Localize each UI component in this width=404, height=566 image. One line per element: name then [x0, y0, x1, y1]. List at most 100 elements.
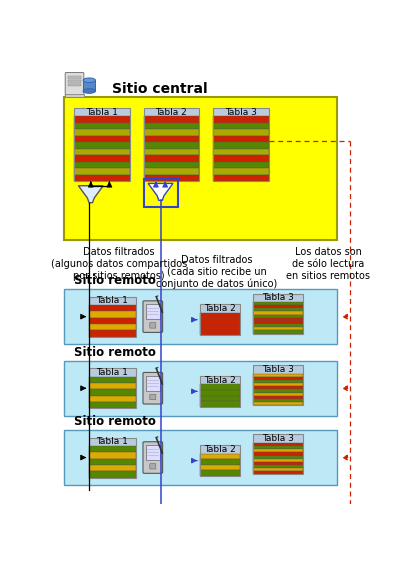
FancyBboxPatch shape	[89, 402, 136, 408]
FancyBboxPatch shape	[74, 130, 130, 136]
FancyBboxPatch shape	[213, 149, 269, 155]
FancyBboxPatch shape	[74, 117, 130, 123]
FancyBboxPatch shape	[74, 155, 130, 162]
Text: Los datos son
de sólo lectura
en sitios remotos: Los datos son de sólo lectura en sitios …	[286, 247, 370, 281]
Text: Tabla 2: Tabla 2	[204, 304, 236, 313]
FancyBboxPatch shape	[253, 393, 303, 396]
FancyBboxPatch shape	[143, 142, 199, 149]
FancyBboxPatch shape	[253, 365, 303, 374]
FancyBboxPatch shape	[253, 318, 303, 321]
FancyBboxPatch shape	[65, 94, 84, 97]
FancyBboxPatch shape	[200, 396, 240, 401]
FancyBboxPatch shape	[65, 289, 337, 344]
FancyBboxPatch shape	[253, 458, 303, 462]
FancyBboxPatch shape	[89, 383, 136, 389]
Text: Tabla 2: Tabla 2	[204, 445, 236, 454]
FancyBboxPatch shape	[89, 377, 136, 383]
FancyBboxPatch shape	[143, 149, 199, 155]
FancyBboxPatch shape	[89, 297, 136, 305]
FancyBboxPatch shape	[253, 446, 303, 449]
FancyBboxPatch shape	[253, 396, 303, 399]
FancyBboxPatch shape	[89, 318, 136, 324]
FancyBboxPatch shape	[200, 470, 240, 476]
FancyBboxPatch shape	[253, 321, 303, 324]
Polygon shape	[148, 183, 173, 200]
FancyBboxPatch shape	[200, 318, 240, 324]
FancyBboxPatch shape	[213, 123, 269, 130]
FancyBboxPatch shape	[65, 97, 337, 239]
Polygon shape	[78, 186, 103, 203]
FancyBboxPatch shape	[253, 374, 303, 377]
Text: Tabla 3: Tabla 3	[262, 434, 294, 443]
FancyBboxPatch shape	[253, 308, 303, 311]
FancyBboxPatch shape	[253, 402, 303, 405]
Text: Tabla 2: Tabla 2	[204, 376, 236, 385]
Text: Sitio remoto: Sitio remoto	[74, 275, 156, 288]
FancyBboxPatch shape	[200, 401, 240, 407]
FancyBboxPatch shape	[143, 117, 199, 123]
FancyBboxPatch shape	[68, 84, 81, 87]
Text: Sitio remoto: Sitio remoto	[74, 415, 156, 428]
Text: Tabla 3: Tabla 3	[262, 365, 294, 374]
FancyBboxPatch shape	[74, 136, 130, 142]
FancyBboxPatch shape	[253, 302, 303, 305]
FancyBboxPatch shape	[253, 443, 303, 446]
FancyBboxPatch shape	[213, 130, 269, 136]
FancyBboxPatch shape	[143, 130, 199, 136]
FancyBboxPatch shape	[143, 162, 199, 168]
FancyBboxPatch shape	[253, 324, 303, 327]
FancyBboxPatch shape	[143, 168, 199, 175]
FancyBboxPatch shape	[89, 305, 136, 311]
FancyBboxPatch shape	[253, 305, 303, 308]
FancyBboxPatch shape	[89, 331, 136, 337]
FancyBboxPatch shape	[213, 175, 269, 181]
Text: Sitio central: Sitio central	[112, 83, 208, 96]
Text: Tabla 1: Tabla 1	[97, 297, 128, 305]
Text: Datos filtrados
(cada sitio recibe un
conjunto de datos único): Datos filtrados (cada sitio recibe un co…	[156, 255, 278, 289]
FancyBboxPatch shape	[89, 368, 136, 377]
FancyBboxPatch shape	[253, 468, 303, 471]
FancyBboxPatch shape	[150, 323, 156, 328]
FancyBboxPatch shape	[200, 313, 240, 318]
FancyBboxPatch shape	[89, 465, 136, 471]
FancyBboxPatch shape	[74, 123, 130, 130]
FancyBboxPatch shape	[89, 311, 136, 318]
FancyBboxPatch shape	[253, 380, 303, 383]
FancyBboxPatch shape	[83, 80, 95, 91]
FancyBboxPatch shape	[200, 376, 240, 384]
FancyBboxPatch shape	[213, 155, 269, 162]
FancyBboxPatch shape	[143, 175, 199, 181]
Text: Tabla 1: Tabla 1	[86, 108, 118, 117]
FancyBboxPatch shape	[213, 142, 269, 149]
FancyBboxPatch shape	[200, 390, 240, 396]
Text: Sitio remoto: Sitio remoto	[74, 346, 156, 359]
FancyBboxPatch shape	[150, 395, 156, 400]
FancyBboxPatch shape	[143, 441, 163, 473]
FancyBboxPatch shape	[253, 435, 303, 443]
FancyBboxPatch shape	[213, 108, 269, 117]
FancyBboxPatch shape	[200, 445, 240, 454]
Text: Tabla 3: Tabla 3	[262, 293, 294, 302]
FancyBboxPatch shape	[146, 445, 160, 460]
FancyBboxPatch shape	[253, 456, 303, 458]
FancyBboxPatch shape	[74, 142, 130, 149]
FancyBboxPatch shape	[213, 117, 269, 123]
FancyBboxPatch shape	[74, 162, 130, 168]
FancyBboxPatch shape	[150, 464, 156, 469]
FancyBboxPatch shape	[213, 168, 269, 175]
FancyBboxPatch shape	[143, 108, 199, 117]
FancyBboxPatch shape	[253, 377, 303, 380]
FancyBboxPatch shape	[253, 383, 303, 386]
FancyBboxPatch shape	[143, 155, 199, 162]
FancyBboxPatch shape	[89, 396, 136, 402]
Text: Tabla 1: Tabla 1	[97, 438, 128, 446]
FancyBboxPatch shape	[253, 331, 303, 333]
FancyBboxPatch shape	[253, 386, 303, 389]
Text: Tabla 3: Tabla 3	[225, 108, 257, 117]
FancyBboxPatch shape	[253, 389, 303, 393]
FancyBboxPatch shape	[200, 454, 240, 459]
FancyBboxPatch shape	[89, 452, 136, 458]
FancyBboxPatch shape	[143, 136, 199, 142]
FancyBboxPatch shape	[253, 294, 303, 302]
FancyBboxPatch shape	[143, 123, 199, 130]
